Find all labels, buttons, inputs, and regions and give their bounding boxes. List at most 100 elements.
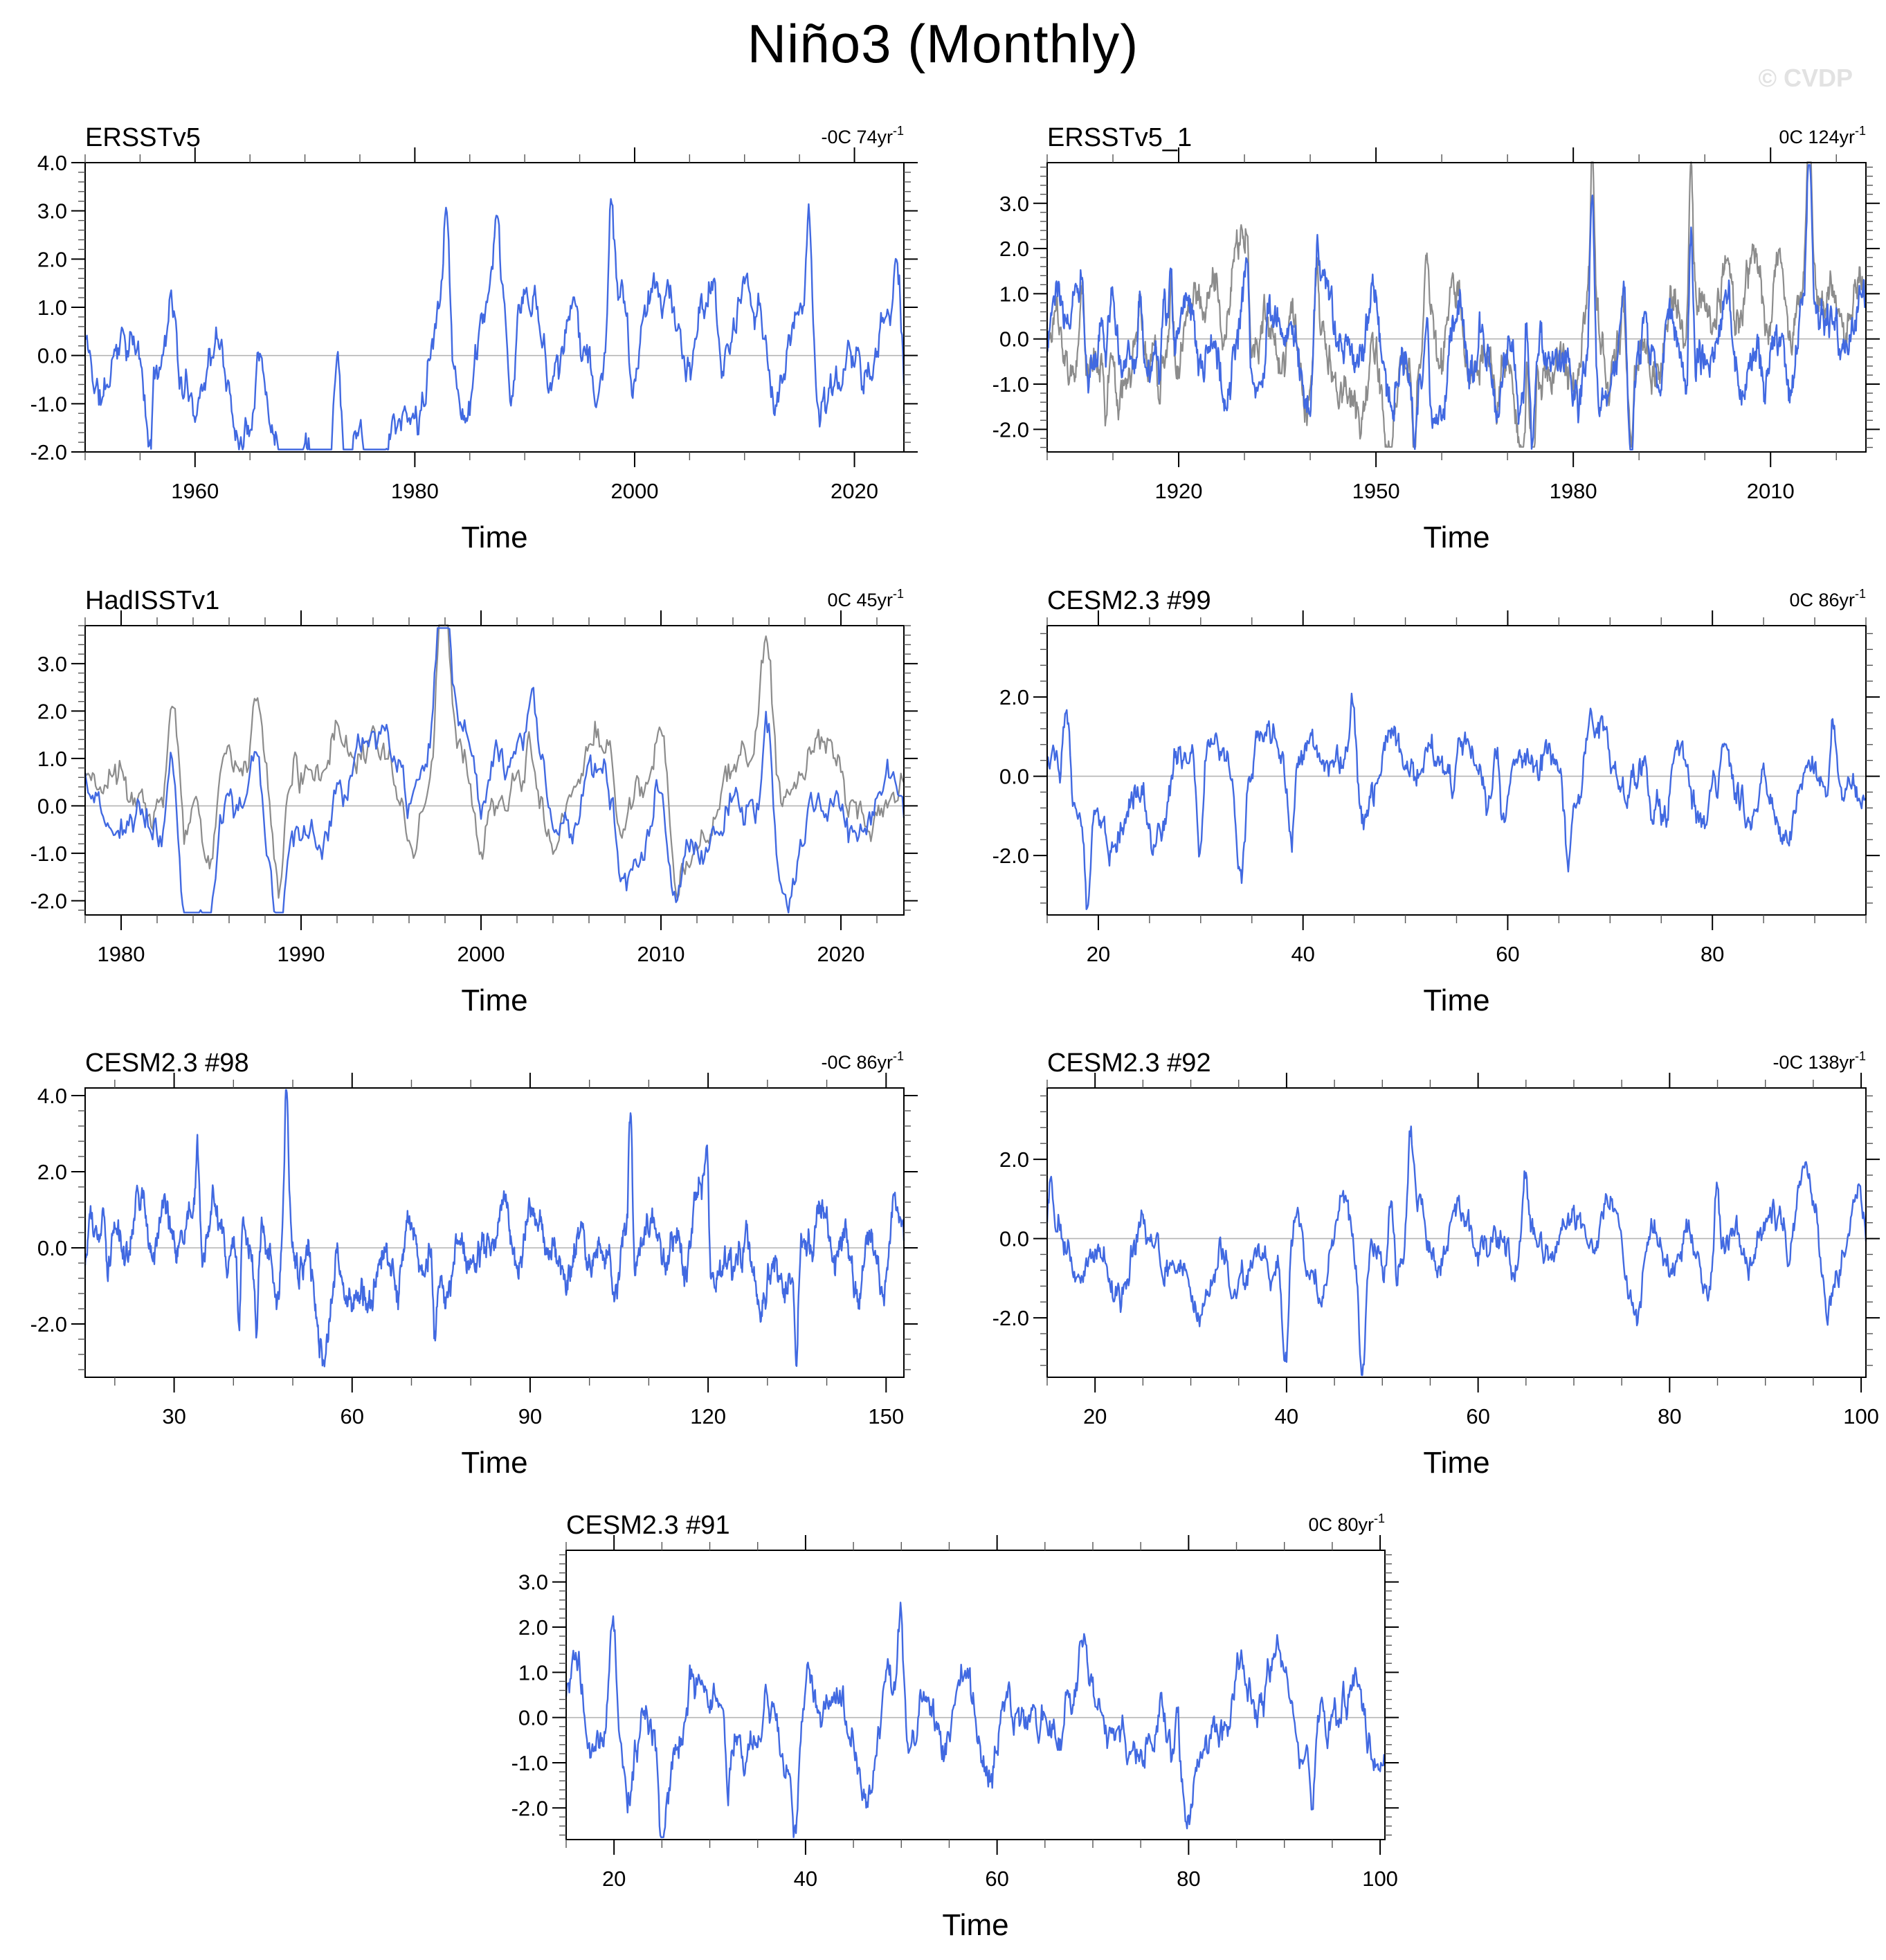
y-tick-label: 0.0	[999, 327, 1029, 352]
x-tick-label: 80	[1701, 942, 1724, 966]
x-tick-label: 150	[868, 1404, 904, 1428]
y-tick-label: 1.0	[518, 1660, 548, 1685]
y-tick-label: 0.0	[999, 1227, 1029, 1251]
x-tick-label: 60	[1466, 1404, 1489, 1428]
x-tick-label: 20	[1087, 942, 1110, 966]
panel-7: CESM2.3 #91 0C 80yr-1 -2.0 -1.0 0.0 1.0 2.0 3.0…	[511, 1511, 1399, 1942]
panel-title: CESM2.3 #91	[566, 1511, 730, 1540]
panel-1: ERSSTv5 -0C 74yr-1 -2.0 -1.0 0.0 1.0 2.0 3.0 4.0…	[30, 123, 918, 554]
x-tick-label: 100	[1362, 1867, 1398, 1891]
series-main	[84, 198, 905, 451]
trend-label: 0C 86yr-1	[1789, 587, 1866, 610]
plot-frame	[1046, 625, 1867, 916]
figure-title: Niño3 (Monthly)	[747, 13, 1139, 74]
x-axis-title: Time	[461, 520, 527, 554]
y-tick-label: 2.0	[37, 699, 67, 723]
panel-3: HadISSTv1 0C 45yr-1 -2.0 -1.0 0.0 1.0 2.0 3.0 19…	[30, 586, 918, 1017]
trend-label: -0C 86yr-1	[821, 1049, 904, 1073]
plot-frame	[1046, 162, 1867, 453]
x-axis-title: Time	[1423, 983, 1489, 1017]
y-tick-label: 1.0	[999, 282, 1029, 306]
x-tick-label: 1950	[1352, 479, 1400, 503]
panel-title: CESM2.3 #99	[1047, 586, 1211, 615]
x-tick-label: 1920	[1155, 479, 1203, 503]
y-tick-label: 2.0	[999, 685, 1029, 709]
series-main	[1046, 164, 1867, 451]
series-main	[84, 627, 905, 914]
y-tick-label: 2.0	[518, 1615, 548, 1640]
y-tick-label: -2.0	[992, 417, 1029, 442]
x-axis-title: Time	[461, 1446, 527, 1480]
y-tick-label: 1.0	[37, 296, 67, 320]
panel-title: ERSSTv5_1	[1047, 123, 1192, 152]
x-tick-label: 1980	[391, 479, 439, 503]
x-tick-label: 2010	[1747, 479, 1795, 503]
x-tick-label: 1960	[171, 479, 219, 503]
y-tick-label: -1.0	[30, 842, 67, 866]
panel-title: ERSSTv5	[85, 123, 201, 152]
y-tick-label: 2.0	[999, 1147, 1029, 1172]
y-tick-label: 0.0	[37, 794, 67, 818]
y-tick-label: 2.0	[37, 1160, 67, 1184]
panel-4: CESM2.3 #99 0C 86yr-1 -2.0 0.0 2.0 20 40 60 80 Ti…	[992, 586, 1880, 1017]
y-tick-label: 3.0	[999, 192, 1029, 216]
x-tick-label: 20	[1083, 1404, 1107, 1428]
y-tick-label: -2.0	[30, 889, 67, 913]
x-tick-label: 100	[1843, 1404, 1879, 1428]
x-tick-label: 80	[1177, 1867, 1200, 1891]
y-tick-label: -1.0	[992, 372, 1029, 397]
series-main	[84, 1089, 905, 1368]
plot-frame	[84, 625, 905, 916]
series-secondary	[84, 624, 905, 900]
y-tick-label: -2.0	[511, 1796, 548, 1820]
x-tick-label: 40	[1291, 942, 1314, 966]
x-axis-title: Time	[461, 983, 527, 1017]
y-tick-label: -2.0	[992, 1306, 1029, 1330]
x-tick-label: 60	[341, 1404, 364, 1428]
panel-6: CESM2.3 #92 -0C 138yr-1 -2.0 0.0 2.0 20 40 60 80…	[992, 1049, 1880, 1480]
y-tick-label: 3.0	[37, 199, 67, 224]
y-tick-label: -1.0	[30, 392, 67, 416]
x-tick-label: 1990	[278, 942, 325, 966]
trend-label: 0C 45yr-1	[827, 587, 904, 610]
trend-label: 0C 124yr-1	[1779, 124, 1866, 147]
y-tick-label: 0.0	[999, 765, 1029, 789]
y-tick-label: 2.0	[999, 237, 1029, 261]
panel-title: HadISSTv1	[85, 586, 219, 615]
series-main	[1046, 692, 1867, 910]
series-secondary	[1046, 161, 1867, 448]
y-tick-label: 2.0	[37, 247, 67, 271]
series-main	[565, 1601, 1386, 1838]
x-tick-label: 2020	[817, 942, 865, 966]
trend-label: -0C 138yr-1	[1772, 1049, 1866, 1073]
y-tick-label: 1.0	[37, 747, 67, 771]
x-tick-label: 80	[1658, 1404, 1681, 1428]
y-tick-label: -1.0	[511, 1751, 548, 1775]
x-tick-label: 2000	[457, 942, 505, 966]
plot-frame	[565, 1550, 1386, 1840]
plot-frame	[84, 162, 905, 453]
y-tick-label: 3.0	[518, 1570, 548, 1595]
y-tick-label: 3.0	[37, 652, 67, 676]
y-tick-label: 0.0	[37, 344, 67, 368]
panel-2: ERSSTv5_1 0C 124yr-1 -2.0 -1.0 0.0 1.0 2.0 3.0 1…	[992, 123, 1880, 554]
x-tick-label: 20	[602, 1867, 626, 1891]
y-tick-label: 0.0	[37, 1236, 67, 1260]
x-tick-label: 2010	[637, 942, 685, 966]
y-tick-label: 4.0	[37, 1084, 67, 1108]
plot-frame	[1046, 1087, 1867, 1378]
x-tick-label: 60	[985, 1867, 1008, 1891]
x-tick-label: 90	[518, 1404, 542, 1428]
panel-title: CESM2.3 #92	[1047, 1049, 1211, 1078]
x-tick-label: 120	[690, 1404, 726, 1428]
y-tick-label: 0.0	[518, 1706, 548, 1730]
y-tick-label: -2.0	[992, 844, 1029, 868]
series-main	[1046, 1125, 1867, 1377]
x-tick-label: 1980	[98, 942, 145, 966]
x-tick-label: 30	[162, 1404, 185, 1428]
x-axis-title: Time	[942, 1908, 1008, 1942]
trend-label: 0C 80yr-1	[1308, 1512, 1385, 1535]
x-axis-title: Time	[1423, 1446, 1489, 1480]
x-tick-label: 2000	[610, 479, 658, 503]
